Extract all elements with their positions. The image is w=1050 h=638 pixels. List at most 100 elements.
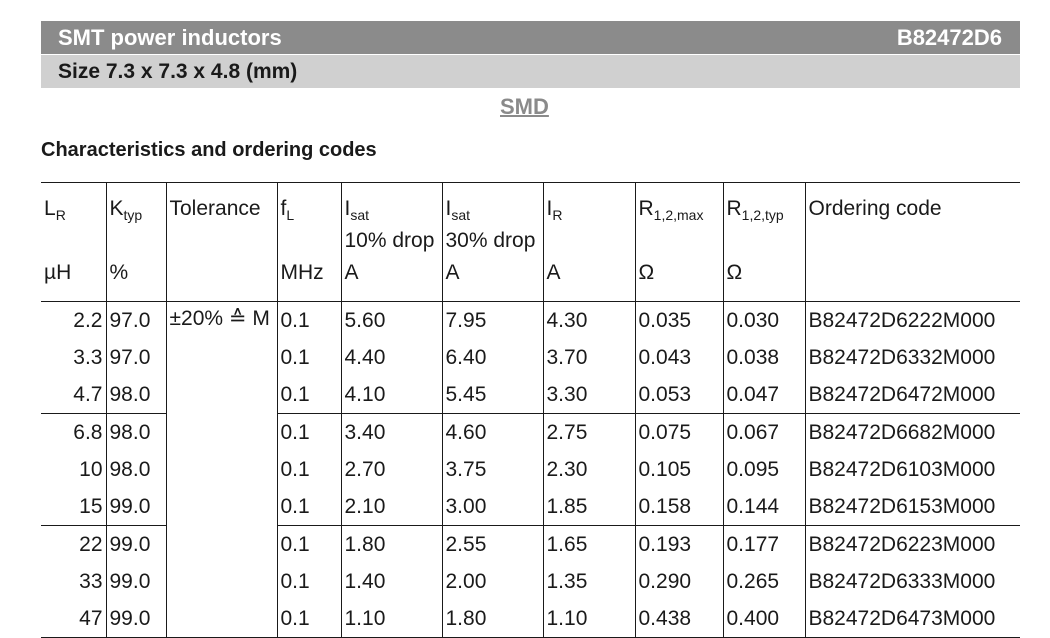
cell-isat30: 2.55: [441, 525, 543, 563]
cell-ordering-code: B82472D6222M000: [804, 301, 1020, 339]
table-row: 33 99.0 0.1 1.40 2.00 1.35 0.290 0.265 B82472D63…: [41, 563, 1020, 600]
cell-rtyp: 0.067: [722, 413, 805, 451]
header-subscript: R: [55, 207, 66, 224]
cell-inductance: 15: [41, 488, 106, 526]
cell-isat10: 5.60: [340, 301, 442, 339]
cell-freq: 0.1: [276, 376, 341, 414]
cell-rmax: 0.075: [634, 413, 723, 451]
size-bar: Size 7.3 x 7.3 x 4.8 (mm): [41, 55, 1020, 88]
header-freq: fL MHz: [276, 182, 341, 302]
cell-freq: 0.1: [276, 339, 341, 376]
header-inductance: LR µH: [41, 182, 106, 302]
cell-rtyp: 0.095: [722, 451, 805, 488]
cell-isat30: 3.00: [441, 488, 543, 526]
cell-isat30: 4.60: [441, 413, 543, 451]
header-condition: [44, 225, 106, 257]
header-unit: Ω: [726, 261, 743, 284]
header-isat10: Isat 10% drop A: [340, 182, 442, 302]
cell-isat10: 1.10: [340, 600, 442, 638]
cell-inductance: 33: [79, 569, 103, 593]
header-symbol: I: [546, 197, 553, 220]
header-symbol: R: [726, 197, 742, 220]
header-subscript: typ: [123, 207, 143, 224]
cell-rtyp: 0.047: [722, 376, 805, 414]
header-subscript: L: [286, 207, 295, 224]
cell-ordering-code: B82472D6103M000: [804, 451, 1020, 488]
cell-kappa: 97.0: [105, 339, 166, 376]
cell-freq: 0.1: [276, 413, 341, 451]
cell-inductance: 4.7: [41, 376, 106, 414]
cell-isat30: 7.95: [441, 301, 543, 339]
header-subscript: 1,2,typ: [741, 207, 784, 224]
size-label: Size 7.3 x 7.3 x 4.8 (mm): [58, 60, 298, 83]
cell-inductance: 2.2: [73, 308, 103, 332]
header-condition: [809, 225, 1021, 257]
header-symbol: L: [44, 197, 56, 220]
smd-label: SMD: [500, 94, 549, 119]
cell-freq: 0.1: [276, 451, 341, 488]
cell-kappa: 98.0: [105, 376, 166, 414]
cell-ordering-code: B82472D6153M000: [804, 488, 1020, 526]
cell-isat30: 5.45: [441, 376, 543, 414]
table-row: 2.2 97.0 ±20% ≙ M 0.1 5.60 7.95 4.30 0.035 0.030…: [41, 301, 1020, 638]
header-symbol: I: [445, 197, 452, 220]
cell-rtyp: 0.265: [722, 563, 805, 600]
title-bar: SMT power inductors B82472D6: [41, 21, 1020, 54]
header-kappa: Ktyp%: [105, 182, 166, 302]
cell-rmax: 0.158: [634, 488, 723, 526]
header-rtyp: R1,2,typ Ω: [722, 182, 805, 302]
header-rmax: R1,2,max Ω: [634, 182, 723, 302]
cell-freq: 0.1: [276, 525, 341, 563]
header-unit: A: [445, 261, 460, 284]
cell-freq: 0.1: [276, 488, 341, 526]
cell-rtyp: 0.400: [722, 600, 805, 638]
cell-ordering-code: B82472D6473M000: [804, 600, 1020, 638]
cell-rmax: 0.053: [634, 376, 723, 414]
document-title: SMT power inductors: [58, 25, 282, 50]
cell-ordering-code: B82472D6682M000: [804, 413, 1020, 451]
cell-kappa: 98.0: [105, 413, 166, 451]
header-condition: 30% drop: [445, 229, 536, 252]
cell-irated: 3.70: [542, 339, 635, 376]
cell-ordering-code: B82472D6332M000: [804, 339, 1020, 376]
cell-irated: 1.35: [542, 563, 635, 600]
cell-ordering-code: B82472D6472M000: [804, 376, 1020, 414]
cell-kappa: 99.0: [105, 488, 166, 526]
cell-kappa: 99.0: [105, 600, 166, 638]
header-symbol: R: [638, 197, 654, 220]
cell-inductance: 10: [79, 457, 103, 481]
cell-rmax: 0.193: [634, 525, 723, 563]
cell-ordering-code: B82472D6223M000: [804, 525, 1020, 563]
cell-irated: 4.30: [542, 301, 635, 339]
cell-kappa: 99.0: [105, 525, 166, 563]
cell-irated: 1.10: [542, 600, 635, 638]
cell-isat10: 4.40: [340, 339, 442, 376]
characteristics-table: LR µH Ktyp% Tolerance fL MHz Isat 10% drop A Isat…: [41, 182, 1020, 638]
table-row: 4.7 98.0 0.1 4.10 5.45 3.30 0.053 0.047 B82472D6…: [41, 376, 1020, 414]
table-row: 22 99.0 0.1 1.80 2.55 1.65 0.193 0.177 B82472D62…: [41, 525, 1020, 563]
cell-isat30: 1.80: [441, 600, 543, 638]
header-unit: MHz: [280, 261, 324, 284]
cell-inductance: 6.8: [73, 420, 103, 444]
cell-rmax: 0.105: [634, 451, 723, 488]
cell-isat30: 2.00: [441, 563, 543, 600]
cell-irated: 2.30: [542, 451, 635, 488]
table-body: LR µH Ktyp% Tolerance fL MHz Isat 10% drop A Isat…: [41, 182, 1021, 638]
header-unit: Ω: [638, 261, 655, 284]
cell-rtyp: 0.177: [722, 525, 805, 563]
header-ordering-code: Ordering code: [804, 182, 1021, 302]
cell-irated: 1.85: [542, 488, 635, 526]
cell-rmax: 0.290: [634, 563, 723, 600]
cell-freq: 0.1: [276, 563, 341, 600]
cell-kappa: 98.0: [105, 451, 166, 488]
header-unit: [170, 257, 277, 289]
header-condition: [170, 225, 277, 257]
table-row: 15 99.0 0.1 2.10 3.00 1.85 0.158 0.144 B82472D61…: [41, 488, 1020, 526]
header-unit: A: [546, 261, 561, 284]
section-title: Characteristics and ordering codes: [41, 139, 377, 161]
header-unit: %: [109, 261, 129, 284]
cell-rmax: 0.438: [634, 600, 723, 638]
table-row: 3.3 97.0 0.1 4.40 6.40 3.70 0.043 0.038 B82472D6…: [41, 339, 1020, 376]
header-condition: [110, 225, 166, 257]
header-unit: A: [344, 261, 359, 284]
